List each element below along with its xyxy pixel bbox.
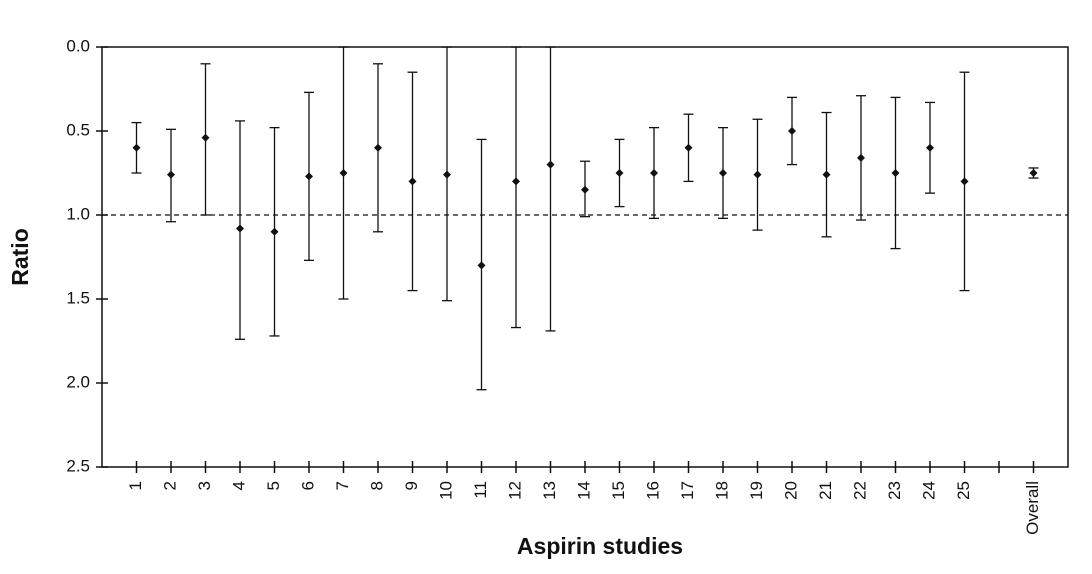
y-tick-label: 2.5 — [66, 456, 90, 475]
point — [822, 170, 831, 179]
x-tick-label: 5 — [264, 481, 283, 490]
x-tick-label: 17 — [678, 481, 697, 500]
x-tick-label: 12 — [505, 481, 524, 500]
point — [719, 169, 727, 177]
point — [684, 143, 693, 152]
point — [443, 170, 451, 179]
plot-frame — [101, 46, 1069, 468]
point — [926, 143, 934, 152]
y-tick-label: 1.0 — [66, 204, 90, 223]
x-tick-label: 21 — [816, 481, 835, 500]
x-tick-label: 9 — [402, 481, 421, 490]
point — [270, 227, 279, 236]
point — [650, 169, 658, 177]
y-tick-label: 2.0 — [66, 372, 90, 391]
point — [236, 224, 244, 233]
point — [305, 172, 313, 181]
point — [201, 133, 210, 142]
point — [512, 177, 520, 186]
x-tick-label: Overall — [1023, 481, 1042, 535]
point — [753, 170, 762, 179]
point — [408, 177, 417, 186]
x-tick-label: 14 — [574, 481, 593, 500]
x-tick-label: 18 — [712, 481, 731, 500]
x-tick-label: 1 — [126, 481, 145, 490]
x-axis-title: Aspirin studies — [517, 533, 683, 559]
x-tick-label: 22 — [850, 481, 869, 500]
point — [857, 153, 865, 162]
y-tick-label: 0.5 — [66, 120, 90, 139]
x-tick-label: 3 — [195, 481, 214, 490]
y-tick-label: 1.5 — [66, 288, 90, 307]
point — [477, 261, 486, 270]
x-tick-label: 10 — [436, 481, 455, 500]
point — [546, 160, 555, 169]
point — [374, 143, 382, 152]
x-tick-label: 25 — [954, 481, 973, 500]
point — [167, 170, 175, 179]
x-tick-label: 15 — [609, 481, 628, 500]
x-tick-label: 4 — [229, 481, 248, 490]
x-tick-label: 7 — [333, 481, 352, 490]
x-tick-label: 16 — [643, 481, 662, 500]
point — [960, 177, 969, 186]
y-tick-label: 0.0 — [66, 36, 90, 55]
point — [581, 185, 589, 194]
point — [339, 169, 348, 177]
x-tick-label: 19 — [747, 481, 766, 500]
x-tick-label: 8 — [367, 481, 386, 490]
x-tick-label: 24 — [919, 481, 938, 500]
point — [132, 143, 141, 152]
x-tick-label: 23 — [885, 481, 904, 500]
point — [615, 169, 624, 177]
y-axis-title: Ratio — [7, 228, 33, 286]
x-tick-label: 13 — [540, 481, 559, 500]
point — [1029, 169, 1038, 177]
point — [891, 169, 900, 177]
x-tick-label: 20 — [781, 481, 800, 500]
point — [788, 127, 796, 135]
x-tick-label: 2 — [160, 481, 179, 490]
x-tick-label: 6 — [298, 481, 317, 490]
x-tick-label: 11 — [471, 481, 490, 499]
